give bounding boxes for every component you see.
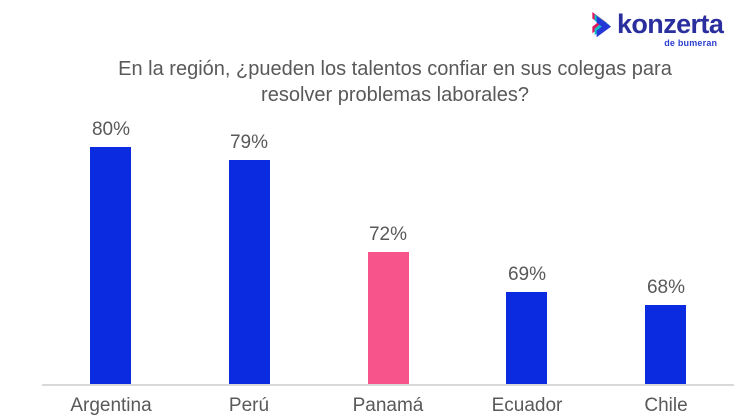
x-axis-line: [42, 384, 734, 386]
bar-argentina: [90, 147, 131, 384]
brand-name: konzerta: [617, 9, 724, 39]
category-label-panama: Panamá: [352, 395, 424, 416]
value-label-chile: 68%: [646, 277, 686, 298]
brand-logo: konzerta de bumeran: [592, 9, 724, 49]
brand-subtitle: de bumeran: [664, 38, 718, 48]
category-label-ecuador: Ecuador: [491, 395, 563, 416]
chart-title-line-1: En la región, ¿pueden los talentos confi…: [118, 58, 672, 80]
category-label-chile: Chile: [644, 395, 688, 416]
bar-chile: [645, 305, 686, 384]
bar-panama: [368, 252, 409, 384]
bar-peru: [229, 160, 270, 384]
category-label-peru: Perú: [228, 395, 270, 416]
value-label-peru: 79%: [229, 132, 269, 153]
category-label-argentina: Argentina: [70, 395, 152, 416]
chevron-layer-blue: [596, 16, 612, 38]
bar-ecuador: [506, 292, 547, 384]
value-label-ecuador: 69%: [507, 264, 547, 285]
chart-title: En la región, ¿pueden los talentos confi…: [70, 56, 720, 108]
chart-title-line-2: resolver problemas laborales?: [261, 84, 529, 106]
value-label-argentina: 80%: [91, 119, 131, 140]
value-label-panama: 72%: [368, 224, 408, 245]
konzerta-chevron-icon: [592, 12, 612, 38]
brand-wordmark: konzerta de bumeran: [617, 9, 724, 49]
